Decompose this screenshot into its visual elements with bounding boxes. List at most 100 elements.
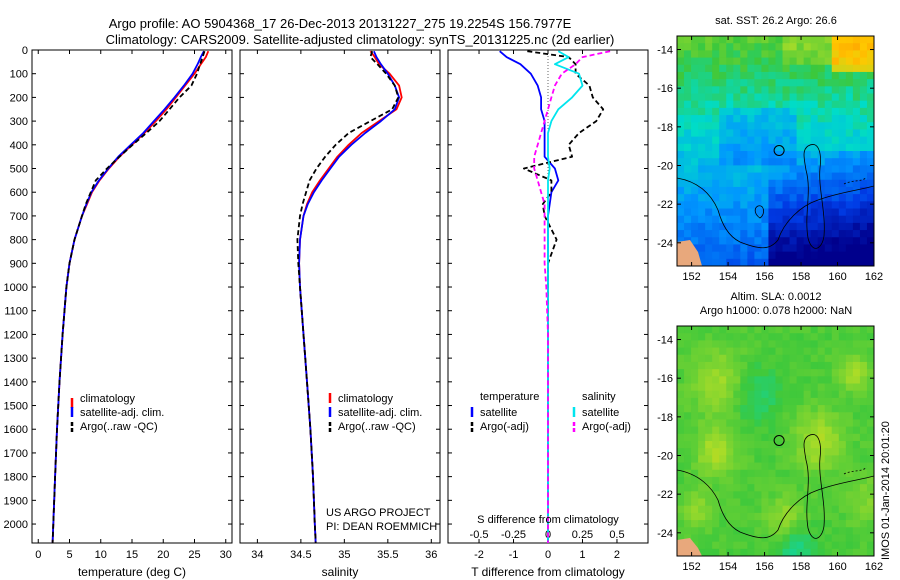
map-cell — [845, 505, 854, 514]
map-cell — [740, 548, 748, 556]
map-cell — [782, 93, 791, 102]
map-cell — [831, 462, 840, 471]
map-cell — [747, 100, 755, 109]
map-cell — [768, 165, 777, 174]
map-cell — [866, 186, 874, 195]
map-cell — [852, 520, 861, 528]
map-cell — [677, 129, 685, 138]
salinity-axes-frame — [239, 49, 441, 544]
map-cell — [803, 405, 812, 413]
map-cell — [705, 172, 713, 181]
map-cell — [803, 165, 812, 174]
map-cell — [740, 230, 748, 238]
map-cell — [866, 57, 874, 66]
map-cell — [754, 455, 763, 464]
map-cell — [824, 354, 833, 363]
map-cell — [691, 71, 699, 80]
map-cell — [733, 43, 741, 51]
map-cell — [782, 107, 791, 116]
map-cell — [859, 64, 868, 73]
map-cell — [859, 541, 868, 550]
map-cell — [838, 244, 847, 253]
map-cell — [789, 498, 798, 507]
map-cell — [775, 208, 784, 217]
map-cell — [733, 64, 741, 73]
map-cell — [866, 122, 874, 131]
map-xtick-label: 160 — [828, 561, 846, 573]
map-cell — [859, 412, 868, 421]
map-cell — [768, 462, 777, 471]
map-cell — [810, 251, 819, 260]
map-cell — [761, 143, 770, 152]
map-cell — [733, 520, 741, 528]
map-cell — [733, 491, 741, 500]
map-cell — [712, 179, 720, 188]
map-cell — [824, 491, 833, 500]
map-cell — [684, 484, 692, 492]
map-cell — [796, 230, 805, 238]
map-cell — [677, 230, 685, 238]
map-cell — [803, 326, 812, 334]
map-cell — [712, 498, 720, 507]
map-cell — [859, 512, 868, 521]
map-cell — [740, 165, 748, 174]
salinity-ticks: 34 34.5 35 35.5 36 — [240, 49, 440, 561]
map-cell — [824, 484, 833, 492]
map-cell — [754, 86, 763, 95]
map-cell — [733, 129, 741, 138]
map-cell — [824, 476, 833, 485]
map-cell — [747, 237, 755, 246]
map-cell — [852, 115, 861, 123]
map-cell — [824, 426, 833, 435]
map-cell — [747, 426, 755, 435]
map-cell — [677, 143, 685, 152]
map-cell — [705, 208, 713, 217]
map-cell — [796, 93, 805, 102]
map-cell — [698, 491, 706, 500]
map-cell — [817, 397, 826, 406]
map-cell — [782, 201, 791, 210]
map-cell — [705, 433, 713, 442]
map-cell — [754, 354, 763, 363]
map-cell — [684, 194, 692, 202]
map-cell — [712, 520, 720, 528]
map-cell — [677, 426, 685, 435]
map-cell — [838, 230, 847, 238]
map-cell — [859, 361, 868, 370]
map-cell — [796, 347, 805, 356]
map-cell — [852, 354, 861, 363]
map-cell — [810, 333, 819, 341]
map-cell — [733, 326, 741, 334]
map-cell — [719, 426, 727, 435]
map-cell — [782, 520, 791, 528]
map-cell — [747, 383, 755, 392]
map-cell — [691, 201, 699, 210]
map-cell — [852, 151, 861, 159]
map-cell — [677, 333, 685, 341]
map-cell — [698, 520, 706, 528]
map-cell — [817, 412, 826, 421]
map-cell — [726, 448, 734, 456]
map-cell — [677, 383, 685, 392]
map-cell — [817, 57, 826, 66]
map-cell — [803, 333, 812, 341]
map-cell — [859, 448, 868, 456]
map-cell — [740, 426, 748, 435]
map-cell — [824, 201, 833, 210]
map-cell — [810, 476, 819, 485]
map-cell — [845, 333, 854, 341]
map-cell — [684, 115, 692, 123]
map-cell — [768, 441, 777, 449]
map-cell — [740, 122, 748, 131]
map-cell — [698, 462, 706, 471]
map-cell — [754, 426, 763, 435]
map-cell — [824, 57, 833, 66]
map-cell — [775, 426, 784, 435]
map-cell — [845, 354, 854, 363]
map-cell — [691, 93, 699, 102]
map-cell — [789, 512, 798, 521]
map-cell — [712, 100, 720, 109]
map-cell — [831, 520, 840, 528]
map-cell — [705, 222, 713, 231]
map-cell — [754, 520, 763, 528]
